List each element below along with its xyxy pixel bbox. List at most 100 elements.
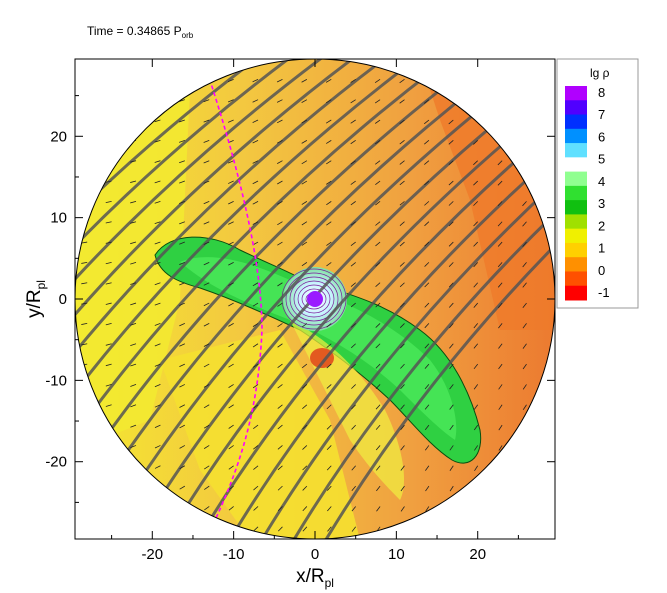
velocity-arrow — [130, 221, 137, 224]
velocity-arrow — [130, 282, 137, 285]
velocity-arrow — [302, 526, 308, 532]
velocity-arrow — [399, 323, 405, 328]
velocity-arrow — [302, 445, 308, 450]
velocity-arrow — [277, 282, 283, 287]
velocity-arrow — [130, 343, 137, 347]
velocity-arrow — [302, 404, 308, 410]
velocity-arrow — [130, 404, 137, 408]
velocity-arrow — [400, 506, 405, 512]
velocity-arrow — [203, 323, 210, 327]
velocity-arrow — [179, 200, 185, 204]
velocity-arrow — [400, 465, 405, 471]
x-axis-ticks: -20 -10 0 10 20 — [111, 59, 519, 563]
x-tick-label: 20 — [469, 546, 486, 563]
velocity-arrow — [424, 445, 430, 451]
velocity-arrow — [252, 302, 259, 307]
velocity-arrow — [448, 282, 454, 288]
velocity-arrow — [154, 180, 161, 184]
velocity-arrow — [326, 180, 332, 185]
velocity-arrow — [179, 363, 186, 368]
velocity-arrow — [252, 119, 259, 123]
velocity-arrow — [448, 160, 454, 166]
velocity-arrow — [399, 241, 405, 247]
velocity-arrow — [277, 180, 283, 185]
velocity-arrow — [448, 119, 454, 125]
velocity-arrow — [325, 99, 332, 104]
y-tick-label: -20 — [45, 454, 67, 471]
velocity-arrow — [375, 140, 381, 145]
velocity-arrow — [130, 445, 137, 449]
velocity-arrow — [424, 282, 430, 288]
velocity-arrow — [522, 363, 527, 370]
velocity-arrow — [351, 384, 356, 389]
velocity-arrow — [203, 139, 210, 143]
velocity-arrow — [154, 404, 161, 408]
velocity-arrow — [277, 323, 283, 328]
velocity-arrow — [105, 404, 112, 407]
velocity-arrow — [130, 262, 137, 265]
velocity-arrow — [522, 404, 527, 410]
velocity-arrow — [326, 424, 332, 430]
velocity-arrow — [326, 241, 332, 246]
velocity-arrow — [350, 323, 356, 328]
colorbar-swatch — [565, 257, 587, 272]
velocity-arrow — [326, 465, 332, 471]
velocity-arrow — [203, 384, 210, 388]
velocity-arrow — [448, 221, 454, 227]
velocity-arrow — [179, 384, 186, 388]
velocity-arrow — [350, 221, 356, 226]
velocity-arrow — [374, 99, 381, 104]
x-tick-label: 0 — [311, 546, 319, 563]
velocity-arrow — [497, 241, 503, 247]
velocity-arrow — [448, 241, 454, 247]
x-tick-label: 10 — [388, 546, 405, 563]
velocity-arrow — [351, 465, 356, 471]
velocity-arrow — [253, 465, 259, 470]
velocity-arrow — [203, 302, 210, 307]
streamline — [75, 59, 440, 539]
velocity-arrow — [276, 140, 283, 144]
velocity-arrow — [473, 424, 479, 431]
colorbar-swatch — [565, 242, 587, 258]
velocity-arrow — [179, 180, 185, 184]
velocity-arrow — [498, 384, 503, 390]
velocity-arrow — [154, 160, 161, 163]
velocity-arrow — [350, 302, 356, 308]
velocity-arrow — [473, 180, 478, 186]
velocity-arrow — [326, 262, 332, 267]
velocity-arrow — [302, 506, 308, 512]
velocity-arrow — [473, 302, 479, 308]
velocity-arrow — [301, 99, 308, 103]
streamline — [75, 59, 504, 539]
velocity-arrow — [326, 404, 332, 410]
colorbar-swatch — [565, 214, 587, 230]
velocity-arrow — [350, 241, 356, 247]
colorbar-swatch — [565, 128, 587, 144]
velocity-arrow — [375, 282, 381, 288]
contour-ring — [301, 288, 327, 310]
velocity-arrow — [276, 78, 283, 83]
velocity-arrow — [204, 465, 210, 470]
streamline — [301, 59, 555, 539]
velocity-arrow — [105, 363, 112, 367]
velocity-arrow — [277, 343, 283, 348]
velocity-arrow — [301, 262, 308, 267]
velocity-arrow — [375, 404, 381, 410]
velocity-arrow — [179, 99, 185, 102]
velocity-arrow — [375, 160, 381, 165]
velocity-arrow — [204, 485, 210, 490]
velocity-arrow — [105, 221, 112, 224]
velocity-arrow — [449, 485, 454, 492]
velocity-arrow — [302, 424, 308, 430]
velocity-arrow — [498, 404, 503, 410]
velocity-arrow — [130, 302, 137, 306]
velocity-arrow — [424, 180, 430, 186]
velocity-arrow — [399, 119, 405, 124]
velocity-arrow — [301, 343, 308, 348]
velocity-arrow — [179, 445, 186, 449]
velocity-arrow — [326, 384, 332, 389]
velocity-arrow — [497, 282, 503, 288]
velocity-arrow — [424, 302, 430, 308]
velocity-arrow — [302, 384, 308, 389]
